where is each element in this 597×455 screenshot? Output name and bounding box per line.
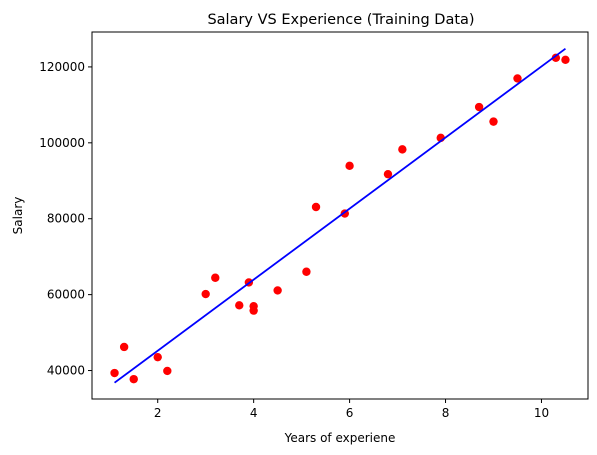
data-point: [129, 374, 138, 384]
y-tick-label: 60000: [47, 288, 85, 302]
y-tick-label: 100000: [39, 136, 85, 150]
x-tick-label: 8: [442, 406, 450, 420]
data-point: [235, 301, 244, 310]
data-point: [119, 342, 129, 352]
plot-area: [110, 47, 570, 384]
regression-line: [114, 47, 566, 384]
y-tick-label: 120000: [39, 60, 85, 74]
data-point: [345, 161, 354, 171]
x-tick-label: 4: [250, 406, 258, 420]
data-point: [311, 202, 321, 212]
x-tick-label: 10: [534, 406, 549, 420]
y-tick-label: 80000: [47, 212, 85, 226]
data-point: [110, 368, 119, 378]
x-tick-label: 6: [346, 406, 354, 420]
y-tick-label: 40000: [47, 364, 85, 378]
data-point: [383, 169, 393, 179]
data-point: [211, 273, 220, 282]
y-axis-label: Salary: [11, 197, 25, 235]
axes-frame: [91, 31, 589, 400]
data-point: [561, 55, 570, 65]
x-axis-label: Years of experiene: [284, 431, 396, 445]
data-point: [153, 352, 162, 362]
chart-title: Salary VS Experience (Training Data): [207, 12, 474, 28]
data-point: [398, 145, 407, 154]
data-point: [302, 267, 311, 276]
data-point: [273, 286, 282, 295]
data-point: [474, 102, 484, 112]
data-point: [513, 74, 522, 83]
data-point: [201, 289, 210, 299]
data-point: [163, 366, 172, 376]
data-point: [489, 117, 498, 126]
data-point: [551, 53, 561, 63]
x-tick-label: 2: [154, 406, 162, 420]
data-point: [249, 301, 258, 311]
